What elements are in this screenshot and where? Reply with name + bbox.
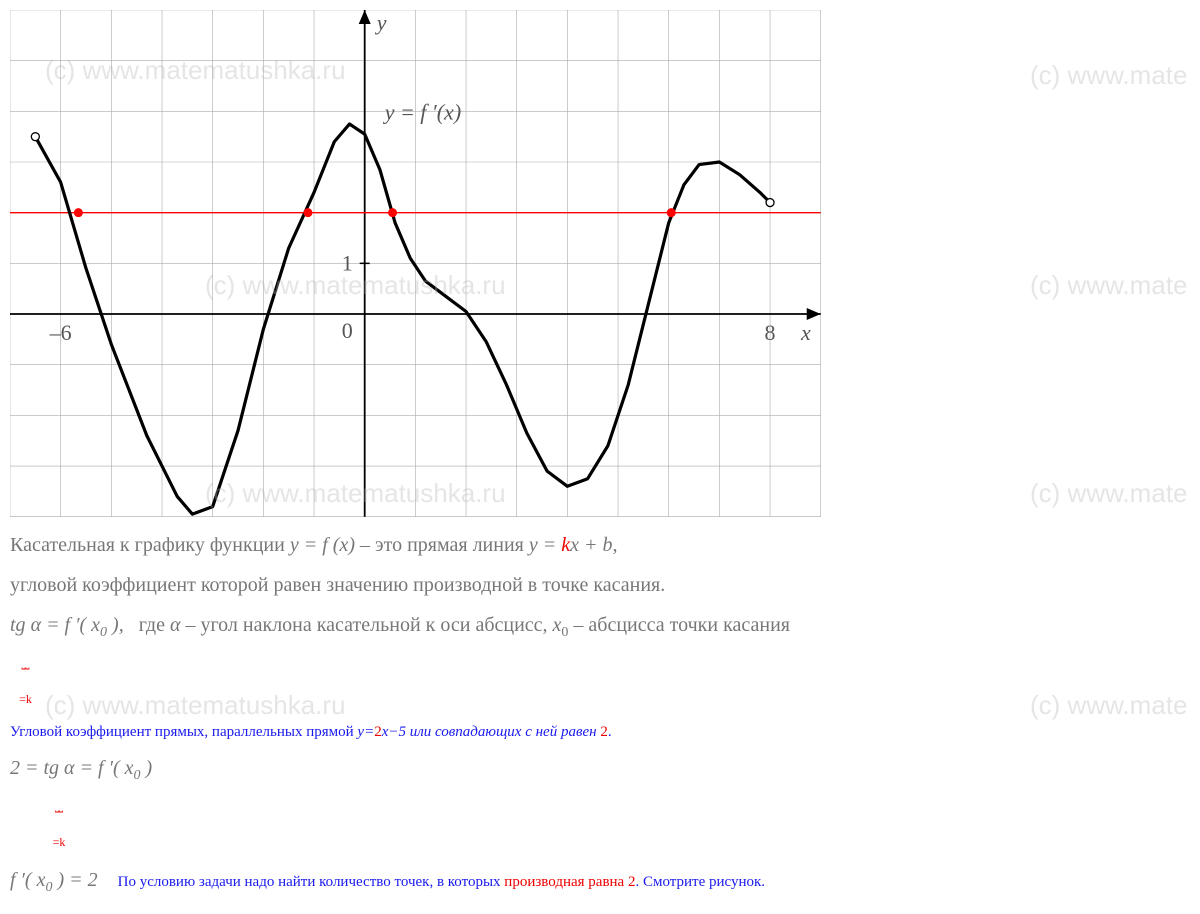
line5: f ′( x0 ) = 2 По условию задачи надо най… <box>10 862 1190 900</box>
line4: 2 = tg α ⎵⎵ =k = f ′( x0 ) <box>10 750 1190 858</box>
line3-eq-right: = f ′( x0 ), <box>46 614 124 636</box>
derivative-graph: y x 0 1 –6 8 y = f ′(x) <box>10 10 821 517</box>
line1-eq2: y = kx + b <box>529 534 613 556</box>
line2: угловой коэффициент которой равен значен… <box>10 567 1190 603</box>
chart-area: yx01–68y = f ′(x) (c) www.matematushka.r… <box>10 10 1190 522</box>
svg-text:1: 1 <box>342 250 353 275</box>
watermark: (c) www.mate <box>1030 60 1187 91</box>
line4-mid: tg α ⎵⎵ =k <box>44 750 75 858</box>
svg-text:y = f ′(x): y = f ′(x) <box>383 99 461 124</box>
line5-eq: f ′( x0 ) = 2 <box>10 869 98 891</box>
line1-c: , <box>613 534 618 556</box>
line3: tg α ⎵⎵ =k = f ′( x0 ), где α – угол нак… <box>10 607 1190 715</box>
svg-text:8: 8 <box>765 320 776 345</box>
watermark: (c) www.mate <box>1030 270 1187 301</box>
line1-eq1: y = f (x) <box>290 534 355 556</box>
blue-note-1: Угловой коэффициент прямых, параллельных… <box>10 719 1190 746</box>
line3-eq: tg α ⎵⎵ =k <box>10 607 41 715</box>
line1-b: – это прямая линия <box>360 534 529 556</box>
explanation-text: Касательная к графику функции y = f (x) … <box>10 527 1190 900</box>
svg-text:–6: –6 <box>49 320 72 345</box>
line4-right: = f ′( x0 ) <box>80 757 153 779</box>
line3-b: где α – угол наклона касательной к оси а… <box>129 614 790 636</box>
watermark: (c) www.mate <box>1030 478 1187 509</box>
svg-text:0: 0 <box>342 318 353 343</box>
blue-note-2: По условию задачи надо найти количество … <box>118 874 765 890</box>
line4-left: 2 = <box>10 757 44 779</box>
line1: Касательная к графику функции y = f (x) … <box>10 527 1190 563</box>
svg-text:y: y <box>375 10 387 35</box>
line1-a: Касательная к графику функции <box>10 534 290 556</box>
svg-text:x: x <box>800 320 811 345</box>
